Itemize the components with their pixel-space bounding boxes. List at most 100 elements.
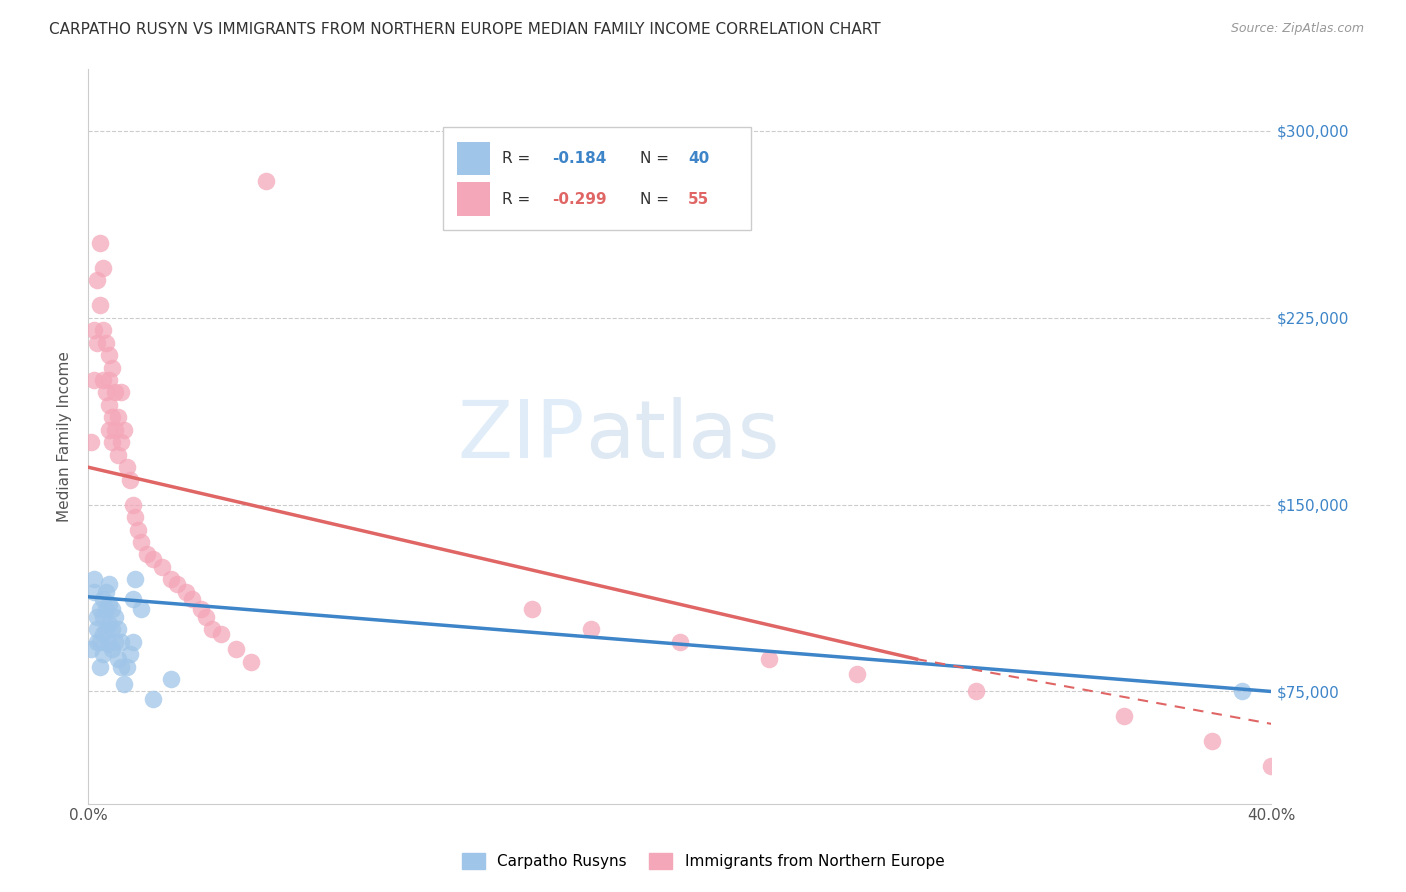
Point <box>110 385 132 400</box>
Point <box>97 398 120 412</box>
Point <box>160 572 183 586</box>
Point <box>131 535 153 549</box>
Point <box>107 448 129 462</box>
Point <box>520 602 543 616</box>
Point <box>174 584 197 599</box>
Point <box>91 373 114 387</box>
Point <box>86 634 108 648</box>
Point <box>160 672 183 686</box>
Point <box>91 627 114 641</box>
Point <box>209 627 232 641</box>
Point <box>94 335 117 350</box>
Point <box>239 655 262 669</box>
Point <box>121 498 143 512</box>
Point <box>104 634 127 648</box>
Text: CARPATHO RUSYN VS IMMIGRANTS FROM NORTHERN EUROPE MEDIAN FAMILY INCOME CORRELATI: CARPATHO RUSYN VS IMMIGRANTS FROM NORTHE… <box>49 22 880 37</box>
Point <box>97 373 120 387</box>
Text: R =: R = <box>502 151 536 166</box>
Text: atlas: atlas <box>585 397 779 475</box>
Point <box>86 622 108 636</box>
Text: -0.184: -0.184 <box>553 151 606 166</box>
Point <box>118 473 141 487</box>
Point <box>97 637 120 651</box>
Point <box>91 323 114 337</box>
Point <box>201 622 224 636</box>
Point <box>112 677 135 691</box>
Point <box>91 609 114 624</box>
Point <box>150 560 173 574</box>
Point <box>846 667 869 681</box>
Text: 55: 55 <box>688 192 710 207</box>
Point <box>110 435 132 450</box>
Point <box>101 435 124 450</box>
Point <box>89 235 111 250</box>
Point <box>104 385 127 400</box>
Point <box>94 584 117 599</box>
Point <box>101 410 124 425</box>
Point <box>107 622 129 636</box>
Point <box>91 260 114 275</box>
Point <box>110 634 132 648</box>
Text: N =: N = <box>640 192 673 207</box>
Point <box>104 423 127 437</box>
Point <box>136 548 159 562</box>
Point <box>142 692 165 706</box>
Point <box>83 584 105 599</box>
Point <box>91 592 114 607</box>
Point <box>89 602 111 616</box>
Point <box>89 634 111 648</box>
Point <box>121 592 143 607</box>
Point <box>94 385 117 400</box>
Point <box>1230 684 1253 698</box>
Point <box>86 335 108 350</box>
Point <box>254 174 277 188</box>
Point <box>180 592 202 607</box>
Point <box>80 642 103 657</box>
Point <box>97 617 120 632</box>
Text: Source: ZipAtlas.com: Source: ZipAtlas.com <box>1230 22 1364 36</box>
Point <box>101 622 124 636</box>
Point <box>115 460 138 475</box>
Point <box>107 410 129 425</box>
Y-axis label: Median Family Income: Median Family Income <box>58 351 72 522</box>
FancyBboxPatch shape <box>443 128 751 230</box>
Point <box>89 298 111 312</box>
Point <box>94 622 117 636</box>
Point <box>83 373 105 387</box>
Bar <box>457 142 491 175</box>
Point <box>121 634 143 648</box>
Point <box>97 348 120 362</box>
Legend: Carpatho Rusyns, Immigrants from Northern Europe: Carpatho Rusyns, Immigrants from Norther… <box>456 847 950 875</box>
Text: R =: R = <box>502 192 536 207</box>
Point <box>195 609 218 624</box>
Point <box>669 634 692 648</box>
Point <box>118 647 141 661</box>
Point <box>124 572 146 586</box>
Point <box>97 577 120 591</box>
Point <box>110 659 132 673</box>
Point <box>758 652 780 666</box>
Text: 40: 40 <box>688 151 710 166</box>
Point <box>91 647 114 661</box>
Point <box>112 423 135 437</box>
Text: -0.299: -0.299 <box>553 192 606 207</box>
Point <box>142 552 165 566</box>
Point <box>131 602 153 616</box>
Point <box>190 602 212 616</box>
Bar <box>457 183 491 216</box>
Point <box>94 602 117 616</box>
Point <box>1112 709 1135 723</box>
Point <box>104 609 127 624</box>
Point <box>965 684 987 698</box>
Text: ZIP: ZIP <box>458 397 585 475</box>
Point <box>80 435 103 450</box>
Point <box>83 572 105 586</box>
Point <box>127 523 149 537</box>
Point <box>124 510 146 524</box>
Point <box>1201 734 1223 748</box>
Point <box>83 323 105 337</box>
Point <box>101 602 124 616</box>
Point <box>115 659 138 673</box>
Point <box>97 423 120 437</box>
Point <box>101 642 124 657</box>
